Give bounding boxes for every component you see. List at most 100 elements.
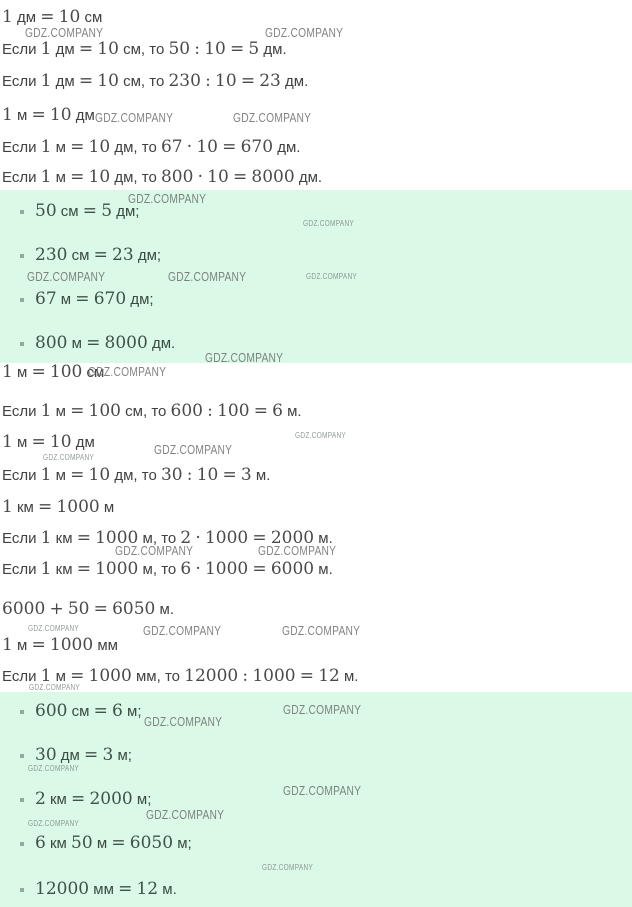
math-number: 230 xyxy=(168,71,201,91)
math-number: · xyxy=(197,167,203,187)
math-number: : xyxy=(194,39,201,59)
math-number: 1 xyxy=(2,7,13,27)
formula-line: Если 1 м = 1000 мм, то 12000 : 1000 = 12… xyxy=(2,666,359,686)
math-number: 12000 xyxy=(184,666,239,686)
math-number: 6 xyxy=(272,401,283,421)
solution-block-1: 1 дм = 10 см Если 1 дм = 10 см, то 50 : 1… xyxy=(0,0,632,190)
math-number: = xyxy=(240,71,256,91)
answer-item: 800 м = 8000 дм. xyxy=(0,334,632,352)
math-number: 1 xyxy=(40,39,52,59)
answer-list: 600 см = 6 м; 30 дм = 3 м; 2 км = 2000 м; 6… xyxy=(0,702,632,898)
math-number: = xyxy=(253,401,268,421)
math-number: 3 xyxy=(240,465,252,485)
math-number: 600 xyxy=(35,701,68,721)
formula-line: Если 1 дм = 10 см, то 230 : 10 = 23 дм. xyxy=(2,71,309,91)
math-number: 100 xyxy=(217,401,250,421)
math-number: 1 xyxy=(2,432,13,452)
math-number: 1 xyxy=(40,528,52,548)
math-number: 1000 xyxy=(95,528,139,548)
math-number: 800 xyxy=(160,167,194,187)
math-number: 6050 xyxy=(112,599,156,619)
math-number: 1 xyxy=(40,137,52,157)
answer-item: 6 км 50 м = 6050 м; xyxy=(0,834,632,852)
formula-line: 1 м = 10 дм xyxy=(2,432,95,452)
math-number: 30 xyxy=(160,465,183,485)
answer-list: 50 см = 5 дм; 230 см = 23 дм; 67 м = 670 д… xyxy=(0,202,632,352)
formula-line: 1 м = 10 дм xyxy=(2,105,95,125)
math-number: 5 xyxy=(248,39,260,59)
math-number: = xyxy=(299,666,315,686)
formula-line: 6000 + 50 = 6050 м. xyxy=(2,599,175,619)
math-number: = xyxy=(38,497,53,517)
math-number: 67 xyxy=(160,137,183,157)
answer-item: 30 дм = 3 м; xyxy=(0,746,632,764)
formula-line: Если 1 м = 10 дм, то 800 · 10 = 8000 дм. xyxy=(2,167,323,187)
math-number: 1000 xyxy=(252,666,296,686)
math-number: 10 xyxy=(204,39,226,59)
formula-line: Если 1 м = 10 дм, то 30 : 10 = 3 м. xyxy=(2,465,271,485)
math-number: = xyxy=(232,167,248,187)
answer-item: 50 см = 5 дм; xyxy=(0,202,632,220)
math-number: 1 xyxy=(40,401,52,421)
math-number: = xyxy=(70,465,85,485)
formula-line: Если 1 м = 10 дм, то 67 · 10 = 670 дм. xyxy=(2,137,301,157)
math-number: 1 xyxy=(2,635,13,655)
math-number: 1 xyxy=(40,666,52,686)
math-number: = xyxy=(84,745,99,765)
math-number: = xyxy=(93,701,108,721)
formula-line: Если 1 км = 1000 м, то 2 · 1000 = 2000 м… xyxy=(2,528,333,548)
math-number: 10 xyxy=(97,71,119,91)
math-number: 1 xyxy=(40,167,52,187)
math-number: 670 xyxy=(93,289,127,309)
math-number: 30 xyxy=(35,745,57,765)
math-number: = xyxy=(93,245,108,265)
math-number: = xyxy=(78,39,94,59)
math-number: = xyxy=(31,635,46,655)
math-number: = xyxy=(76,559,91,579)
math-number: 50 xyxy=(67,599,90,619)
math-number: = xyxy=(70,137,85,157)
formula-line: Если 1 км = 1000 м, то 6 · 1000 = 6000 м… xyxy=(2,559,333,579)
math-number: 10 xyxy=(88,137,111,157)
math-number: 8000 xyxy=(251,167,295,187)
math-number: : xyxy=(242,666,249,686)
math-number: 6 xyxy=(35,833,46,853)
math-number: = xyxy=(31,432,46,452)
math-number: 6 xyxy=(112,701,123,721)
formula-line: 1 м = 1000 мм xyxy=(2,635,118,655)
answer-item: 600 см = 6 м; xyxy=(0,702,632,720)
math-number: 23 xyxy=(259,71,281,91)
math-number: 10 xyxy=(207,167,229,187)
math-number: 6000 xyxy=(2,599,46,619)
math-number: 1000 xyxy=(88,666,132,686)
math-number: 1 xyxy=(40,71,52,91)
math-number: + xyxy=(49,599,64,619)
formula-line: 1 км = 1000 м xyxy=(2,497,115,517)
math-number: 50 xyxy=(35,201,57,221)
math-number: 1000 xyxy=(49,635,94,655)
math-number: = xyxy=(70,401,85,421)
math-number: = xyxy=(71,789,86,809)
math-number: 1000 xyxy=(56,497,100,517)
math-number: 230 xyxy=(35,245,68,265)
math-number: 1 xyxy=(40,559,52,579)
math-number: = xyxy=(252,528,267,548)
math-number: 10 xyxy=(196,465,219,485)
math-number: · xyxy=(195,528,201,548)
math-number: = xyxy=(70,167,85,187)
math-number: = xyxy=(75,289,90,309)
math-number: 12 xyxy=(318,666,340,686)
math-number: 10 xyxy=(49,432,72,452)
math-number: = xyxy=(82,201,98,221)
math-number: · xyxy=(195,559,201,579)
math-number: = xyxy=(70,666,85,686)
math-number: = xyxy=(118,879,133,899)
answer-item: 230 см = 23 дм; xyxy=(0,246,632,264)
math-number: = xyxy=(252,559,267,579)
math-number: · xyxy=(186,137,193,157)
formula-line: 1 дм = 10 см xyxy=(2,7,103,27)
math-number: = xyxy=(230,39,245,59)
math-number: 10 xyxy=(49,105,72,125)
math-number: 670 xyxy=(240,137,274,157)
